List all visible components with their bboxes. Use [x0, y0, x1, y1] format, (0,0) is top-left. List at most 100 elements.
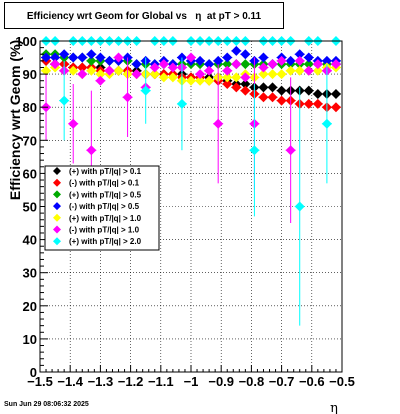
legend-label: (+) with pT/|q| > 0.1 [69, 167, 142, 176]
data-point [303, 85, 314, 96]
data-point [68, 65, 79, 76]
data-point [222, 52, 233, 63]
data-point [50, 52, 61, 63]
data-point [231, 59, 242, 70]
data-point [95, 69, 106, 80]
data-point [240, 49, 251, 60]
data-point [77, 62, 88, 73]
data-point [240, 72, 251, 83]
data-point [86, 145, 97, 156]
data-point [303, 59, 314, 70]
data-point [240, 85, 251, 96]
data-point [249, 145, 260, 156]
x-tick-label: −0.9 [208, 374, 234, 389]
data-point [267, 59, 278, 70]
x-tick-label: −1.1 [148, 374, 174, 389]
legend-label: (+) with pT/|q| > 2.0 [69, 237, 142, 246]
data-point [258, 62, 269, 73]
data-point [122, 92, 133, 103]
y-tick-label: 50 [23, 200, 37, 215]
data-point [59, 95, 70, 106]
data-point [222, 65, 233, 76]
data-point [294, 55, 305, 66]
y-tick-label: 100 [15, 34, 37, 49]
data-point [222, 59, 233, 70]
legend-marker [53, 213, 61, 222]
data-point [186, 52, 196, 63]
data-point [330, 59, 341, 70]
x-tick-label: −1.2 [118, 374, 144, 389]
data-point [95, 75, 106, 86]
data-point [86, 55, 97, 66]
data-point [303, 52, 314, 63]
data-point [312, 59, 323, 70]
legend-label: (-) with pT/|q| > 1.0 [69, 226, 140, 235]
data-point [77, 52, 88, 63]
data-point [330, 88, 341, 99]
y-tick-label: 90 [23, 67, 37, 82]
data-point [330, 102, 341, 113]
data-point [86, 49, 97, 60]
timestamp-footer: Sun Jun 29 08:06:32 2025 [4, 401, 89, 408]
data-point [303, 65, 314, 76]
data-point [285, 55, 296, 66]
data-point [258, 92, 269, 103]
legend-marker [53, 202, 61, 211]
data-point [294, 49, 305, 60]
y-tick-label: 20 [23, 299, 37, 314]
x-tick-label: −1.5 [27, 374, 53, 389]
x-tick-label: −1 [184, 374, 199, 389]
data-point [312, 98, 323, 109]
data-point [294, 65, 305, 76]
data-point [149, 69, 160, 80]
data-point [195, 69, 206, 80]
data-series [41, 36, 341, 326]
data-point [258, 82, 269, 93]
data-point [267, 92, 278, 103]
data-point [231, 82, 242, 93]
x-tick-label: −0.6 [299, 374, 325, 389]
data-point [68, 118, 79, 129]
legend-box [44, 165, 160, 251]
y-tick-label: 60 [23, 166, 37, 181]
x-tick-label: −1.3 [88, 374, 114, 389]
legend-marker [53, 178, 61, 187]
data-point [321, 118, 332, 129]
y-tick-label: 10 [23, 332, 37, 347]
data-point [312, 88, 323, 99]
data-point [186, 75, 196, 86]
data-point [77, 69, 88, 80]
data-point [158, 72, 169, 83]
data-point [167, 72, 178, 83]
chart-title-box: Efficiency wrt Geom for Global vs η at p… [4, 2, 284, 29]
legend-label: (+) with pT/|q| > 0.5 [69, 190, 142, 199]
data-point [213, 118, 224, 129]
legend-marker [53, 237, 61, 246]
legend-label: (+) with pT/|q| > 1.0 [69, 214, 142, 223]
data-point [86, 65, 97, 76]
data-point [68, 52, 79, 63]
data-point [240, 79, 251, 90]
x-tick-label: −0.5 [329, 374, 355, 389]
data-point [294, 201, 305, 212]
data-point [258, 52, 269, 63]
data-point [104, 55, 115, 66]
data-point [267, 82, 278, 93]
data-point [113, 65, 124, 76]
data-point [240, 59, 251, 70]
data-point [276, 69, 287, 80]
data-point [131, 59, 142, 70]
data-point [303, 98, 314, 109]
legend-label: (-) with pT/|q| > 0.1 [69, 179, 140, 188]
data-point [167, 62, 178, 73]
data-point [204, 65, 215, 76]
data-point [312, 65, 323, 76]
data-point [258, 69, 269, 80]
data-point [59, 49, 70, 60]
y-tick-label: 30 [23, 266, 37, 281]
data-point [104, 65, 115, 76]
axes: −1.5 −1.4 −1.3 −1.2 −1.1 −1 −0.9 −0.8 −0.7 −0.6 −0… [7, 34, 355, 414]
data-point [195, 55, 206, 66]
data-point [41, 65, 52, 76]
